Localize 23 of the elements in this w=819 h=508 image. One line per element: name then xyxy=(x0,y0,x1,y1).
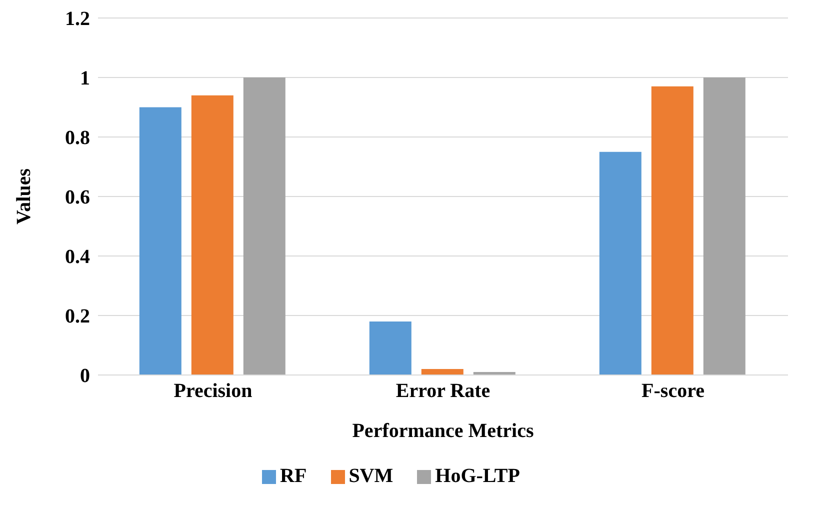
legend-label: HoG-LTP xyxy=(435,465,520,487)
bar xyxy=(243,78,286,375)
bar xyxy=(599,152,642,375)
x-axis-title: Performance Metrics xyxy=(352,420,534,442)
y-tick-label: 1 xyxy=(80,68,90,90)
bar xyxy=(191,95,234,375)
y-tick-label: 0.4 xyxy=(65,246,90,268)
bar xyxy=(703,78,746,375)
legend-label: RF xyxy=(280,465,307,487)
y-tick-label: 1.2 xyxy=(65,8,90,30)
y-tick-label: 0.8 xyxy=(65,127,90,150)
y-tick-label: 0.6 xyxy=(65,186,90,209)
y-tick-label: 0 xyxy=(80,365,90,388)
bar xyxy=(369,321,412,375)
bar xyxy=(421,369,464,375)
legend-label: SVM xyxy=(348,465,394,487)
bar xyxy=(139,107,182,375)
y-axis-title: Values xyxy=(13,168,36,224)
x-tick-label: Error Rate xyxy=(396,380,490,402)
bar xyxy=(651,86,694,375)
x-tick-label: F-score xyxy=(642,380,705,402)
y-tick-label: 0.2 xyxy=(65,306,90,328)
x-tick-label: Precision xyxy=(174,380,252,402)
